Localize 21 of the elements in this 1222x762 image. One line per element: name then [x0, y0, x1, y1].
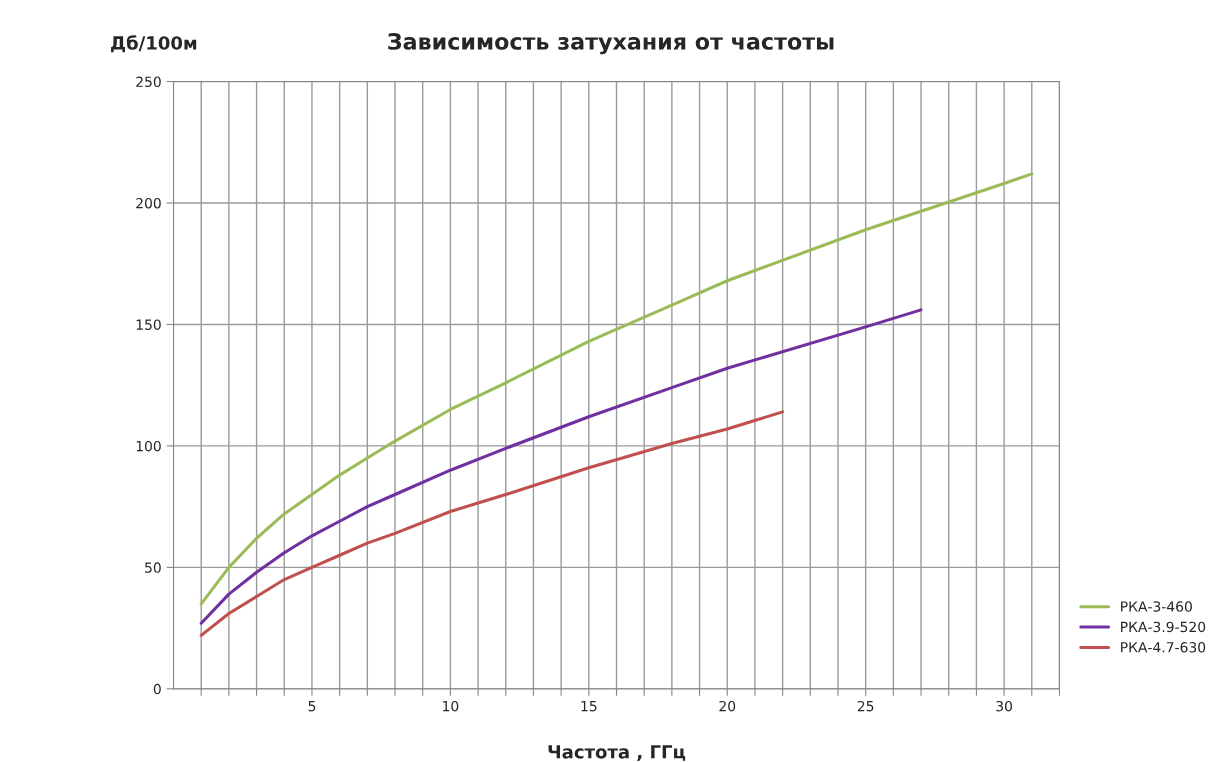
y-tick-label: 50 [145, 562, 161, 573]
y-tick-label: 150 [136, 319, 161, 330]
x-tick-label: 5 [308, 701, 316, 712]
x-tick-label: 15 [581, 701, 597, 712]
legend-label: РКА-3-460 [1121, 601, 1192, 612]
y-axis-title: Дб/100м [111, 35, 197, 53]
y-tick-label: 100 [136, 440, 161, 452]
y-tick-label: 200 [136, 197, 161, 209]
x-tick-label: 20 [719, 700, 736, 712]
y-tick-label: 0 [153, 683, 161, 695]
x-tick-label: 25 [857, 700, 874, 712]
x-tick-label: 10 [443, 700, 459, 712]
line-series [199, 308, 923, 625]
x-axis-title: Частота , ГГц [548, 745, 686, 761]
x-tick-label: 30 [996, 700, 1013, 712]
legend-label: РКА-4.7-630 [1121, 642, 1206, 653]
legend-label: РКА-3.9-520 [1121, 621, 1206, 633]
y-tick-label: 250 [136, 76, 161, 88]
line-series [199, 410, 785, 637]
line-series [199, 172, 1034, 606]
chart-title: Зависимость затухания от частоты [388, 33, 834, 55]
